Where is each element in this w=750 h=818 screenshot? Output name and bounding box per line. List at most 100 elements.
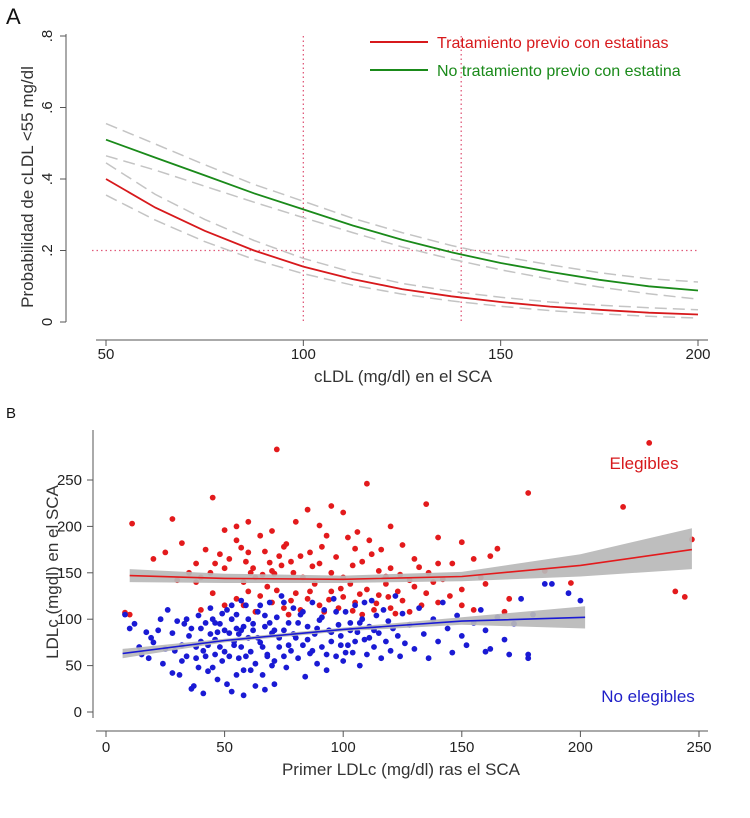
point-no-elegibles (378, 655, 385, 662)
panel-a-y-axis-label: Probabilidad de cLDL <55 mg/dl (18, 66, 37, 308)
point-no-elegibles (330, 595, 337, 602)
point-no-elegibles (288, 647, 294, 654)
point-no-elegibles (435, 638, 441, 645)
point-no-elegibles (207, 631, 214, 637)
point-elegibles (290, 569, 297, 576)
point-no-elegibles (235, 655, 242, 662)
point-no-elegibles (259, 644, 266, 650)
point-no-elegibles (477, 607, 484, 613)
point-no-elegibles (193, 655, 200, 662)
point-elegibles (288, 597, 294, 604)
point-no-elegibles (240, 692, 247, 699)
point-no-elegibles (285, 620, 292, 626)
point-elegibles (221, 527, 228, 533)
point-elegibles (221, 602, 228, 609)
point-elegibles (202, 546, 209, 553)
point-elegibles (328, 503, 335, 509)
point-elegibles (276, 553, 283, 559)
point-no-elegibles (458, 633, 465, 639)
panel-b-y-tick-label: 50 (65, 658, 82, 675)
point-no-elegibles (281, 627, 287, 634)
point-elegibles (447, 593, 453, 599)
point-no-elegibles (257, 639, 264, 646)
point-no-elegibles (281, 653, 287, 660)
point-no-elegibles (295, 655, 301, 662)
point-elegibles (212, 560, 219, 567)
panel-a-y-tick-label: .2 (39, 244, 56, 257)
point-elegibles (328, 588, 335, 595)
point-no-elegibles (342, 649, 349, 656)
point-no-elegibles (392, 593, 399, 599)
point-elegibles (359, 611, 366, 618)
point-elegibles (423, 501, 430, 507)
point-elegibles (375, 592, 382, 598)
point-elegibles (162, 549, 169, 556)
point-elegibles (378, 546, 385, 553)
point-no-elegibles (387, 647, 394, 654)
point-no-elegibles (214, 676, 221, 683)
point-elegibles (411, 556, 418, 562)
point-no-elegibles (262, 686, 268, 693)
point-elegibles (411, 583, 418, 590)
point-no-elegibles (264, 653, 271, 660)
legend-label-no-statin: No tratamiento previo con estatina (437, 63, 681, 80)
point-no-elegibles (352, 638, 358, 645)
point-no-elegibles (209, 664, 216, 671)
point-no-elegibles (273, 614, 280, 621)
point-no-elegibles (314, 660, 320, 667)
point-elegibles (333, 554, 339, 560)
point-no-elegibles (250, 627, 256, 634)
point-no-elegibles (145, 655, 152, 662)
point-no-elegibles (411, 646, 418, 652)
point-elegibles (470, 607, 477, 613)
point-elegibles (487, 553, 494, 559)
panel-b-x-tick-label: 100 (331, 739, 356, 756)
point-elegibles (470, 556, 477, 562)
point-elegibles (273, 446, 280, 453)
point-elegibles (326, 596, 332, 603)
point-no-elegibles (233, 672, 240, 678)
point-no-elegibles (183, 653, 190, 660)
point-elegibles (387, 565, 394, 572)
point-no-elegibles (259, 672, 266, 678)
point-no-elegibles (368, 597, 375, 604)
point-no-elegibles (219, 610, 226, 617)
point-no-elegibles (202, 620, 209, 626)
point-elegibles (368, 551, 375, 558)
point-no-elegibles (250, 620, 256, 627)
point-no-elegibles (233, 611, 240, 618)
point-elegibles (375, 568, 382, 574)
point-no-elegibles (283, 664, 290, 671)
point-no-elegibles (226, 653, 233, 660)
point-no-elegibles (240, 667, 247, 674)
point-no-elegibles (278, 593, 285, 599)
point-no-elegibles (397, 653, 403, 660)
point-elegibles (198, 607, 204, 613)
panel-b: B 0 50 100 150 200 250 0 50 100 150 200 250 LDLc (m… (6, 405, 712, 779)
point-elegibles (354, 529, 361, 535)
panel-a-x-tick-label: 200 (685, 346, 710, 363)
point-no-elegibles (126, 625, 133, 632)
fit-band-no-elegibles (122, 606, 586, 659)
panel-b-y-tick-label: 250 (57, 472, 82, 489)
point-elegibles (435, 534, 441, 541)
point-elegibles (209, 494, 216, 501)
point-no-elegibles (361, 599, 368, 606)
ci-upper-statin (105, 162, 699, 311)
point-elegibles (150, 556, 157, 562)
panel-a-label: A (6, 4, 21, 29)
point-no-elegibles (252, 683, 259, 689)
point-elegibles (257, 593, 264, 599)
point-no-elegibles (385, 618, 392, 624)
point-no-elegibles (238, 597, 245, 604)
point-elegibles (494, 545, 501, 552)
point-elegibles (383, 581, 389, 587)
series-line-no-statin (105, 138, 699, 292)
panel-a-x-tick-label: 150 (488, 346, 513, 363)
point-elegibles (349, 562, 356, 569)
point-elegibles (364, 480, 370, 487)
point-no-elegibles (425, 655, 432, 662)
point-elegibles (233, 537, 240, 544)
point-elegibles (568, 580, 574, 586)
panel-a-y-tick-label: .6 (39, 101, 56, 114)
